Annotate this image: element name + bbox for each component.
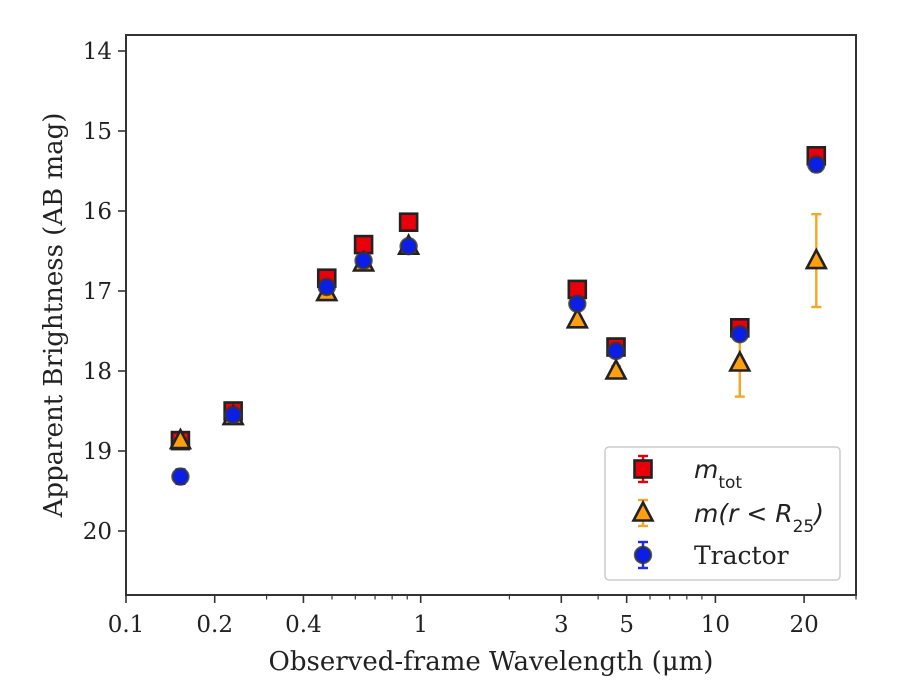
legend-item: Tractor — [633, 540, 789, 570]
data-point — [317, 277, 336, 297]
data-point — [399, 236, 418, 256]
y-tick-label: 19 — [83, 439, 112, 465]
data-point — [568, 294, 587, 313]
x-tick-label: 5 — [619, 612, 634, 638]
data-point — [728, 349, 752, 372]
data-point — [168, 427, 193, 450]
legend-marker — [633, 459, 653, 479]
legend-marker — [631, 499, 655, 522]
data-point — [171, 467, 190, 486]
data-point — [565, 306, 589, 329]
x-tick-label: 0.1 — [108, 612, 145, 638]
data-marks — [168, 146, 828, 486]
x-axis-label: Observed-frame Wavelength (μm) — [269, 647, 714, 677]
y-tick-label: 17 — [83, 279, 112, 305]
x-tick-label: 10 — [701, 612, 730, 638]
data-point — [730, 325, 749, 344]
plot-frame — [125, 34, 857, 596]
data-point — [807, 155, 826, 174]
series-triangle — [168, 212, 828, 450]
x-tick-label: 1 — [413, 612, 428, 638]
data-point — [354, 251, 373, 270]
data-point — [223, 405, 243, 425]
legend-box — [604, 446, 841, 581]
y-tick-label: 20 — [83, 519, 112, 545]
series-square — [170, 146, 827, 451]
x-tick-label: 3 — [554, 612, 569, 638]
legend-marker — [633, 545, 653, 565]
legend-label: Tractor — [694, 541, 789, 570]
y-axis-label: Apparent Brightness (AB mag) — [39, 113, 69, 519]
y-tick-label: 14 — [83, 39, 112, 65]
y-tick-label: 16 — [83, 199, 112, 225]
y-axis: 14 15 16 17 18 19 20 — [83, 39, 126, 545]
data-point — [604, 357, 628, 380]
x-tick-label: 0.4 — [285, 612, 322, 638]
x-tick-label: 0.2 — [196, 612, 233, 638]
data-point — [606, 341, 626, 361]
x-axis: 0.1 0.2 0.4 1 3 5 10 20 — [108, 595, 857, 638]
y-tick-label: 18 — [83, 359, 112, 385]
x-tick-label: 20 — [789, 612, 818, 638]
data-point — [398, 212, 419, 232]
series-circle — [171, 155, 826, 486]
y-tick-label: 15 — [83, 119, 112, 145]
data-point — [804, 247, 828, 270]
